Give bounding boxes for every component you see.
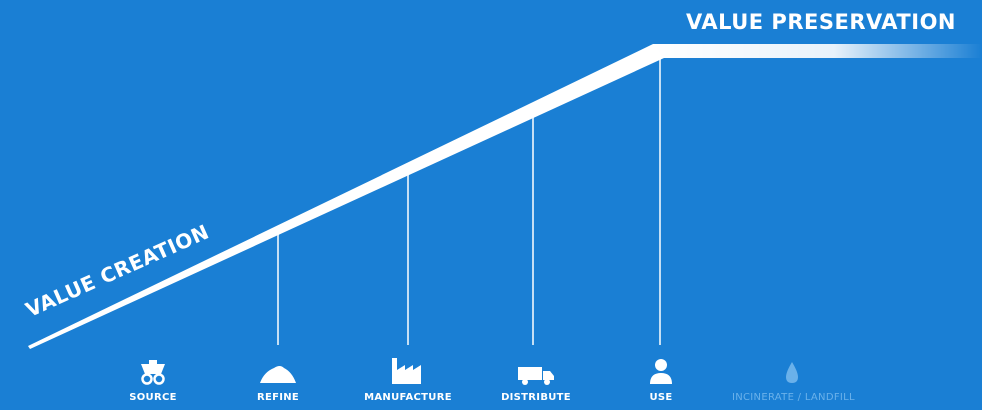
stage-label: REFINE (256, 392, 300, 403)
stage-label: SOURCE (129, 392, 177, 403)
mining-cart-icon (93, 356, 213, 388)
stage-label: MANUFACTURE (364, 392, 452, 403)
truck-icon (476, 356, 596, 388)
stage-label: INCINERATE / LANDFILL (732, 392, 855, 403)
value-preservation-label: VALUE PRESERVATION (686, 10, 956, 34)
stage-distribute: DISTRIBUTE (476, 356, 596, 403)
stage-label: DISTRIBUTE (501, 392, 571, 403)
person-icon (601, 356, 721, 388)
stage-source: SOURCE (93, 356, 213, 403)
mound-icon (218, 356, 338, 388)
stage-label: USE (649, 392, 673, 403)
factory-icon (348, 356, 468, 388)
stage-refine: REFINE (218, 356, 338, 403)
drop-icon (732, 356, 852, 388)
stage-use: USE (601, 356, 721, 403)
stage-manufacture: MANUFACTURE (348, 356, 468, 403)
value-preservation-plateau (653, 44, 982, 58)
value-creation-curve (28, 44, 664, 349)
stage-incinerate-landfill: INCINERATE / LANDFILL (732, 356, 855, 403)
